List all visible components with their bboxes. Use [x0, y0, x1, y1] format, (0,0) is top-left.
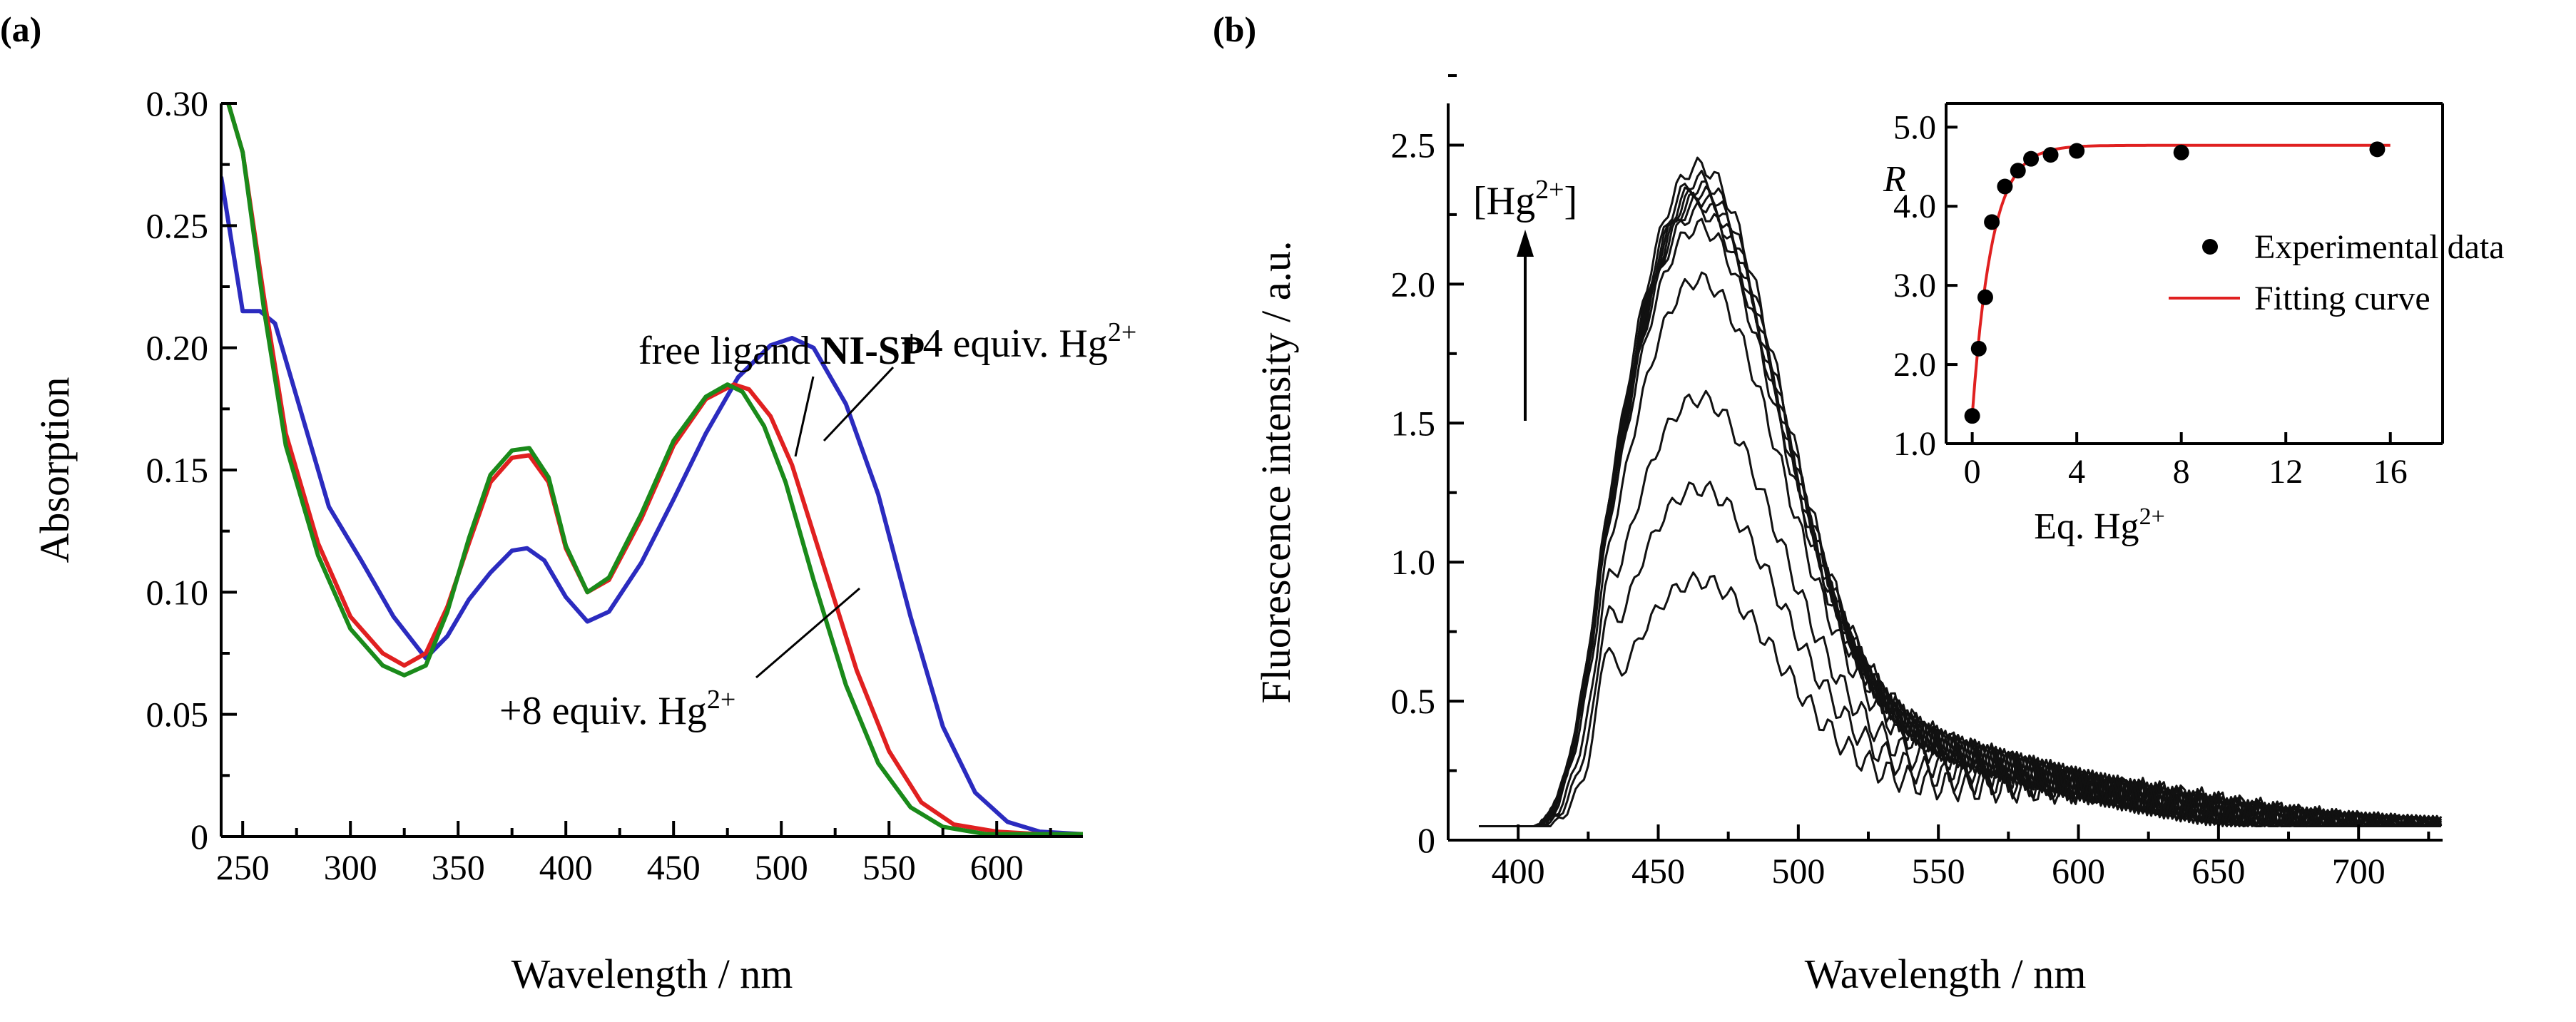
inset-y-tick-label: 3.0	[1893, 267, 1936, 305]
panel-a-x-tick-label: 550	[862, 847, 916, 887]
inset-y-ticks: 1.0 2.0 3.0 4.0 5.0	[1893, 108, 1958, 463]
panel-a-y-tick-label: 0.10	[146, 572, 209, 612]
inset-x-tick-label: 4	[2068, 453, 2085, 491]
fluorescence-spectrum-line	[1479, 156, 2443, 827]
fluorescence-spectrum-line	[1479, 170, 2443, 827]
inset-legend-marker-data	[2202, 239, 2218, 255]
panel-a-y-tick-label: 0.30	[146, 83, 209, 123]
hg-arrow-head	[1517, 230, 1534, 257]
annotation-4-equiv: +4 equiv. Hg2+	[900, 317, 1136, 366]
panel-a-y-tick-label: 0.25	[146, 205, 209, 245]
panel-a-x-tick-label: 350	[432, 847, 485, 887]
inset-x-tick-label: 12	[2269, 453, 2303, 491]
panel-a-label: (a)	[0, 9, 41, 49]
annotation-4-equiv-sup: 2+	[1108, 317, 1136, 347]
inset-x-ticks: 0 4 8 12 16	[1964, 432, 2408, 491]
inset-y-axis-label: R	[1883, 159, 1906, 200]
panel-a-y-axis-label: Absorption	[31, 377, 78, 563]
inset-y-tick-label: 5.0	[1893, 108, 1936, 146]
panel-b-y-tick-label: 0	[1417, 820, 1435, 860]
panel-a-x-tick-label: 400	[539, 847, 593, 887]
inset-x-tick-label: 8	[2173, 453, 2190, 491]
panel-b-y-tick-label: 1.0	[1391, 542, 1436, 582]
annotation-4-equiv-text: +4 equiv. Hg	[900, 322, 1108, 366]
annotation-8-equiv: +8 equiv. Hg2+	[499, 685, 735, 733]
panel-b-plot-area	[1479, 156, 2443, 827]
inset-data-point	[1984, 214, 2000, 230]
panel-a-x-tick-label: 300	[324, 847, 377, 887]
inset-data-point	[1977, 289, 1993, 305]
annotation-8-equiv-text: +8 equiv. Hg	[499, 689, 707, 733]
inset-data-point	[1970, 340, 1987, 357]
inset-x-tick-label: 0	[1964, 453, 1981, 491]
inset-legend-fitting: Fitting curve	[2254, 280, 2430, 317]
inset-data-point	[1964, 408, 1980, 424]
panel-b-y-tick-label: 1.5	[1391, 403, 1436, 443]
inset-y-tick-label: 4.0	[1893, 188, 1936, 225]
inset-data-point	[1997, 178, 2013, 195]
panel-b-x-axis-label: Wavelength / nm	[1805, 951, 2087, 997]
panel-b-y-tick-label: 0.5	[1391, 681, 1436, 721]
panel-a-x-tick-label: 250	[216, 847, 270, 887]
panel-a-y-tick-label: 0.05	[146, 695, 209, 735]
inset-x-axis-label-text: Eq. Hg	[2034, 506, 2139, 547]
inset-legend-experimental: Experimental data	[2254, 228, 2505, 266]
panel-a-x-tick-label: 600	[970, 847, 1024, 887]
annotation-8-equiv-leader	[755, 587, 860, 679]
inset-data-point	[2369, 141, 2386, 158]
panel-a-y-tick-label: 0.20	[146, 328, 209, 368]
inset-data-point	[2173, 144, 2189, 160]
panel-a-y-ticks: 0 0.05 0.10 0.15 0.20 0.25 0.30	[146, 83, 237, 857]
inset-x-axis-label-sup: 2+	[2139, 504, 2165, 530]
inset-data-point	[2010, 163, 2026, 179]
series-free-ligand-line	[221, 176, 1083, 837]
panel-b-y-tick-label: 2.0	[1391, 264, 1436, 304]
panel-b-label: (b)	[1213, 9, 1256, 49]
panel-b-x-tick-label: 500	[1771, 851, 1825, 891]
panel-a-x-tick-label: 500	[755, 847, 808, 887]
inset-x-tick-label: 16	[2373, 453, 2408, 491]
annotation-8-equiv-sup: 2+	[707, 685, 735, 715]
fluorescence-spectrum-line	[1479, 571, 2443, 827]
annotation-free-ligand-text: free ligand	[638, 329, 820, 373]
inset-data-point	[2023, 150, 2040, 167]
panel-b-y-tick-label: 2.5	[1391, 125, 1436, 165]
hg-arrow-label-sup: 2+	[1535, 175, 1564, 205]
panel-b-x-tick-label: 650	[2191, 851, 2245, 891]
inset-x-axis-label: Eq. Hg2+	[2034, 504, 2165, 547]
annotation-free-ligand-bold: NI-SP	[820, 329, 925, 373]
hg-arrow-label: [Hg2+]	[1473, 175, 1577, 223]
panel-b-x-tick-label: 550	[1912, 851, 1965, 891]
annotation-free-ligand: free ligand NI-SP	[638, 329, 925, 373]
inset-y-tick-label: 2.0	[1893, 346, 1936, 384]
panel-a-y-tick-label: 0.15	[146, 450, 209, 490]
annotation-4-equiv-leader	[823, 366, 895, 442]
inset-plot-area	[1964, 141, 2391, 424]
inset-y-tick-label: 1.0	[1893, 425, 1936, 463]
hg-arrow-label-close: ]	[1564, 179, 1578, 223]
panel-b-y-ticks: 0 0.5 1.0 1.5 2.0 2.5	[1391, 74, 1464, 860]
panel-b: (b) 400 450 500 550 600 650 700 0 0.5 1.0 1.5 2.0 2…	[1213, 9, 2505, 997]
panel-a: (a) 250 300 350 400 450 500 550 600 0 0.05 0.10 0.…	[0, 9, 1136, 997]
panel-b-x-tick-label: 450	[1631, 851, 1685, 891]
panel-b-x-tick-label: 700	[2332, 851, 2386, 891]
panel-b-x-ticks: 400 450 500 550 600 650 700	[1492, 824, 2430, 891]
panel-a-y-tick-label: 0	[190, 817, 208, 857]
hg-arrow-label-text: [Hg	[1473, 179, 1535, 223]
series-8-equiv-line	[225, 103, 1083, 837]
panel-b-x-tick-label: 400	[1492, 851, 1545, 891]
panel-a-plot-area	[221, 103, 1083, 837]
panel-a-x-tick-label: 450	[647, 847, 701, 887]
inset-data-point	[2042, 147, 2059, 163]
panel-a-x-ticks: 250 300 350 400 450 500 550 600	[216, 821, 1052, 887]
inset-data-point	[2069, 143, 2085, 159]
fluorescence-spectrum-line	[1479, 481, 2443, 827]
panel-b-y-axis-label: Fluorescence intensity / a.u.	[1253, 240, 1299, 703]
fluorescence-spectrum-line	[1479, 180, 2441, 827]
annotation-free-ligand-leader	[794, 376, 815, 457]
panel-b-x-tick-label: 600	[2052, 851, 2105, 891]
inset-chart: 0 4 8 12 16 1.0 2.0 3.0 4.0 5.0 Eq. Hg2+ R Exper…	[1883, 102, 2505, 547]
panel-a-x-axis-label: Wavelength / nm	[511, 951, 793, 997]
